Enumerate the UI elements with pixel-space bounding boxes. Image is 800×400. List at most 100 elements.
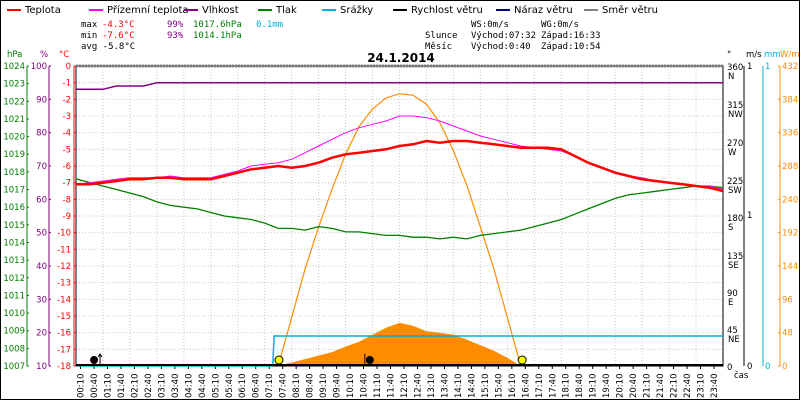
x-tick-label: 13:40 — [440, 374, 450, 399]
pressure-tick-label: 1014 — [3, 238, 25, 248]
temperature-tick-label: 0 — [66, 62, 71, 72]
wind-dir-deg-label: 225 — [727, 177, 743, 187]
humidity-tick-label: 70 — [36, 162, 47, 172]
humidity-tick-label: 20 — [36, 329, 47, 339]
temperature-tick-label: -18 — [57, 362, 71, 372]
x-tick-label: 09:10 — [319, 374, 329, 399]
x-tick-label: 13:10 — [427, 374, 437, 399]
rain-tick-label: 0 — [765, 362, 770, 372]
x-tick-label: 15:10 — [481, 374, 491, 399]
solar-tick-label: 336 — [782, 129, 798, 139]
wind-dir-deg-label: 360 — [727, 63, 743, 73]
moonrise-marker — [90, 356, 99, 364]
legend-label-rychlost: Rychlost větru — [411, 4, 483, 16]
unit-pct: % — [40, 50, 48, 60]
series-pressure — [75, 178, 724, 240]
x-tick-label: 18:10 — [562, 374, 572, 399]
stat-moon-label: Měsíc — [425, 42, 452, 52]
pressure-tick-label: 1012 — [3, 274, 25, 284]
pressure-tick-label: 1008 — [3, 344, 25, 354]
solar-tick-label: 144 — [782, 262, 798, 272]
x-tick-label: 04:10 — [184, 374, 194, 399]
stat-ws: WS:0m/s — [471, 20, 509, 30]
x-tick-label: 22:40 — [683, 374, 693, 399]
temperature-tick-label: -8 — [63, 195, 71, 205]
wind-dir-deg-label: 270 — [727, 139, 743, 149]
unit-time: čas — [734, 370, 749, 381]
temperature-tick-label: -10 — [57, 229, 71, 239]
unit-ms: m/s — [746, 50, 762, 60]
chart-title: 24.1.2014 — [367, 51, 435, 65]
x-tick-label: 05:10 — [211, 374, 221, 399]
x-tick-label: 12:40 — [413, 374, 423, 399]
temperature-tick-label: -7 — [63, 179, 71, 189]
series-temperature — [76, 139, 724, 193]
x-tick-label: 15:40 — [494, 374, 504, 399]
wind-dir-name-label: SW — [728, 186, 742, 196]
x-tick-label: 22:10 — [670, 374, 680, 399]
x-tick-label: 18:40 — [575, 374, 585, 399]
x-tick-label: 07:10 — [265, 374, 275, 399]
temperature-tick-label: -11 — [57, 245, 71, 255]
unit-mm: mm — [764, 50, 781, 60]
x-tick-label: 10:40 — [360, 374, 370, 399]
stat-min-press: 1014.1hPa — [193, 31, 242, 41]
temperature-tick-label: -1 — [63, 79, 71, 89]
stat-moonrise: Východ:0:40 — [471, 42, 531, 52]
x-tick-label: 09:40 — [333, 374, 343, 399]
temperature-tick-label: -2 — [63, 95, 71, 105]
x-tick-label: 19:10 — [589, 374, 599, 399]
x-tick-label: 20:40 — [629, 374, 639, 399]
wind-dir-deg-label: 135 — [727, 252, 743, 262]
stat-wg: WG:0m/s — [541, 20, 579, 30]
temperature-tick-label: -4 — [63, 129, 71, 139]
x-tick-label: 23:10 — [697, 374, 707, 399]
pressure-tick-label: 1020 — [3, 133, 25, 143]
temperature-tick-label: -17 — [57, 345, 71, 355]
axes: 1024102310221021102010191018101710161015… — [3, 62, 798, 398]
humidity-tick-label: 100 — [31, 62, 47, 72]
x-tick-label: 12:10 — [400, 374, 410, 399]
x-tick-label: 06:10 — [238, 374, 248, 399]
x-tick-label: 00:10 — [76, 374, 86, 399]
solar-tick-label: 288 — [782, 162, 798, 172]
x-tick-label: 06:40 — [252, 374, 262, 399]
unit-wm2: W/m² — [780, 50, 800, 60]
solar-tick-label: 96 — [782, 295, 793, 305]
pressure-tick-label: 1016 — [3, 203, 25, 213]
x-tick-label: 04:40 — [198, 374, 208, 399]
x-tick-label: 08:40 — [306, 374, 316, 399]
x-tick-label: 01:40 — [117, 374, 127, 399]
temperature-tick-label: -13 — [57, 279, 71, 289]
series-layer — [75, 64, 724, 367]
pressure-tick-label: 1007 — [3, 362, 25, 372]
series-solar-radiation — [278, 322, 521, 366]
stat-moonset: Západ:10:54 — [541, 42, 601, 52]
sunset-marker — [517, 355, 527, 365]
solar-tick-label: 0 — [782, 362, 787, 372]
humidity-tick-label: 60 — [36, 195, 47, 205]
x-tick-label: 14:10 — [454, 374, 464, 399]
markers-layer — [90, 353, 527, 365]
wind-dir-name-label: NE — [728, 335, 740, 345]
sunrise-marker — [274, 355, 284, 365]
moonrise-arrow-icon — [97, 353, 103, 364]
legend: Teplota Přízemní teplota Vlhkost Tlak Sr… — [7, 4, 658, 16]
pressure-tick-label: 1015 — [3, 221, 25, 231]
x-tick-label: 14:40 — [467, 374, 477, 399]
wind-dir-name-label: W — [728, 148, 737, 158]
x-tick-label: 19:40 — [602, 374, 612, 399]
legend-label-prizemni: Přízemní teplota — [107, 4, 189, 16]
x-tick-label: 23:40 — [710, 374, 720, 399]
x-tick-label: 16:40 — [521, 374, 531, 399]
stat-max-temp: -4.3°C — [102, 20, 135, 30]
wind-speed-tick-label: 1 — [747, 62, 752, 72]
stat-min-temp: -7.6°C — [102, 31, 135, 41]
stat-sun-label: Slunce — [425, 31, 458, 41]
legend-label-vlhkost: Vlhkost — [202, 5, 239, 16]
x-tick-label: 21:10 — [643, 374, 653, 399]
series-humidity — [76, 81, 723, 91]
pressure-tick-label: 1024 — [3, 62, 25, 72]
